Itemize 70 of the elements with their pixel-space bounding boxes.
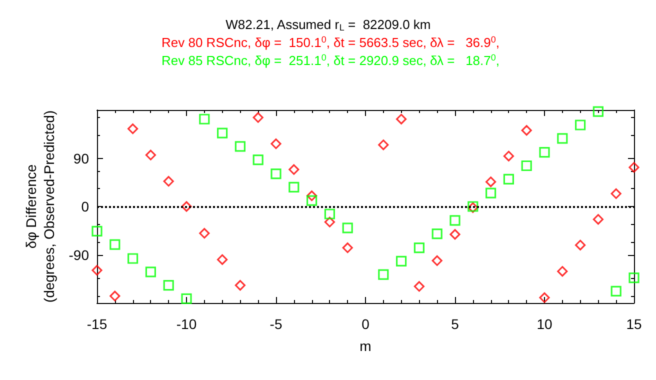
x-tick-label: 0 <box>362 316 370 332</box>
point <box>486 176 496 188</box>
x-tick-label: 10 <box>536 316 552 332</box>
point <box>503 174 514 184</box>
point <box>145 266 156 278</box>
point <box>539 292 550 303</box>
x-tick-label: -5 <box>270 316 282 332</box>
point <box>92 226 102 236</box>
point <box>592 106 604 117</box>
point <box>432 255 442 266</box>
point <box>324 208 335 220</box>
point <box>252 154 264 166</box>
point <box>234 141 246 152</box>
point <box>306 190 318 202</box>
point <box>288 164 300 175</box>
point <box>575 120 586 130</box>
point <box>396 256 407 266</box>
y-tick-label: 0 <box>81 198 90 214</box>
point <box>628 272 640 284</box>
point <box>145 150 156 160</box>
x-tick-label: -10 <box>176 316 197 332</box>
point <box>378 140 389 150</box>
point <box>342 222 353 234</box>
point <box>288 182 300 192</box>
point <box>521 125 532 136</box>
y-tick-label: -90 <box>68 246 90 263</box>
point <box>557 266 568 277</box>
point <box>592 214 604 225</box>
point <box>628 162 640 173</box>
point <box>610 286 622 297</box>
point <box>521 160 532 172</box>
point <box>163 280 174 291</box>
point <box>324 216 335 228</box>
point <box>270 138 282 150</box>
point <box>110 290 120 302</box>
point <box>181 201 192 212</box>
point <box>575 240 586 250</box>
point <box>450 229 460 240</box>
y-tick-label: 90 <box>73 150 90 166</box>
point <box>163 176 174 187</box>
x-tick-label: 15 <box>626 316 642 332</box>
point <box>414 281 424 292</box>
x-tick-label: -15 <box>86 316 108 332</box>
x-axis-title: m <box>360 338 372 354</box>
point <box>199 114 210 124</box>
point <box>128 253 138 264</box>
point <box>486 188 496 198</box>
point <box>217 254 228 265</box>
point <box>610 188 622 199</box>
point <box>539 147 550 158</box>
x-tick-label: 5 <box>451 316 460 332</box>
point <box>503 150 514 162</box>
point <box>378 269 389 280</box>
point <box>92 264 102 276</box>
point <box>110 239 120 250</box>
point <box>432 228 442 240</box>
point <box>217 128 228 138</box>
point <box>128 123 138 134</box>
point <box>199 228 210 239</box>
point <box>396 114 407 124</box>
point <box>270 168 282 180</box>
point <box>181 293 192 304</box>
point <box>252 112 264 123</box>
point <box>306 195 318 206</box>
point <box>414 242 424 254</box>
point <box>450 215 460 226</box>
point <box>557 133 568 144</box>
point <box>234 280 246 291</box>
point <box>342 242 353 254</box>
y-axis-title: δφ Difference (degrees, Observed-Predicted) <box>22 110 57 303</box>
